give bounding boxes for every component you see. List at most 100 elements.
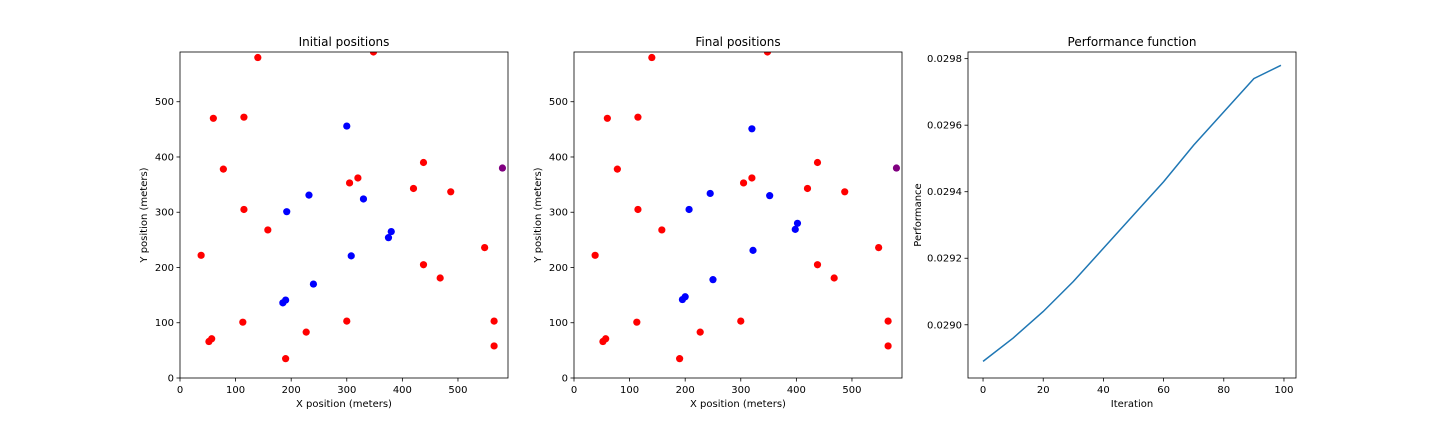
point-s1-5 (219, 165, 227, 173)
x-tick-label: 200 (676, 385, 695, 396)
point-s1-4 (634, 113, 642, 121)
point-s3-1 (498, 164, 507, 172)
x-tick-label: 0 (980, 385, 986, 396)
point-s1-13 (591, 251, 599, 259)
point-s1-9 (803, 184, 812, 193)
point-s2-4 (283, 208, 291, 216)
plot-area (197, 52, 507, 363)
point-s1-24 (676, 355, 684, 363)
chart-3: 0 20 40 60 80 100 0.0290 0.0292 0.0294 0.0296 0.02… (913, 35, 1297, 410)
point-s1-7 (354, 174, 362, 182)
point-s2-10 (678, 295, 687, 304)
chart-2: 0 100 200 300 400 500 0 100 200 300 400 500 Final po… (533, 35, 903, 410)
point-s1-19 (490, 317, 498, 325)
y-tick-label: 0 (562, 374, 568, 385)
point-s2-6 (791, 225, 799, 233)
axes-frame (967, 51, 1297, 379)
y-tick-label: 100 (549, 318, 568, 329)
point-s1-22 (599, 337, 607, 346)
point-s1-8 (345, 179, 354, 187)
y-tick-label: 0.0298 (927, 54, 962, 65)
point-s2-6 (384, 234, 393, 242)
point-s1-23 (490, 342, 498, 350)
y-tick-label: 100 (155, 318, 174, 329)
point-s2-1 (343, 122, 351, 130)
y-tick-label: 300 (155, 208, 174, 219)
x-axis-label: X position (meters) (690, 399, 786, 410)
point-s1-11 (634, 205, 642, 214)
point-s2-10 (279, 299, 287, 307)
point-s1-24 (282, 355, 290, 363)
y-tick-label: 500 (549, 97, 568, 108)
y-tick-label: 0 (168, 374, 174, 385)
point-s1-14 (481, 244, 489, 252)
point-s2-7 (347, 252, 355, 260)
point-s2-7 (749, 246, 757, 254)
x-axis-label: Iteration (1111, 399, 1153, 410)
x-tick-label: 100 (620, 385, 639, 396)
point-s1-14 (875, 244, 883, 252)
axes-frame (573, 51, 903, 379)
point-s1-16 (436, 274, 444, 282)
point-s1-18 (737, 317, 745, 325)
point-s1-18 (343, 317, 351, 325)
y-tick-label: 200 (155, 263, 174, 274)
plot-area (982, 64, 1282, 362)
point-s1-19 (884, 317, 892, 325)
chart-1: 0 100 200 300 400 500 0 100 200 300 400 500 Initial … (139, 35, 509, 410)
point-s1-22 (205, 337, 213, 346)
x-tick-label: 20 (1037, 385, 1050, 396)
point-s1-5 (613, 165, 621, 173)
point-s1-2 (369, 52, 378, 56)
y-axis-label: Y position (meters) (533, 167, 544, 263)
point-s1-1 (254, 53, 262, 62)
x-tick-label: 400 (787, 385, 806, 396)
x-tick-label: 40 (1097, 385, 1110, 396)
point-s1-12 (658, 226, 666, 234)
x-tick-label: 200 (282, 385, 301, 396)
point-s1-15 (813, 261, 822, 269)
x-tick-label: 100 (1274, 385, 1293, 396)
y-tick-label: 0.0290 (927, 320, 962, 331)
point-s1-20 (696, 328, 704, 336)
x-tick-label: 0 (177, 385, 183, 396)
point-s1-16 (830, 274, 838, 282)
x-tick-label: 300 (731, 385, 750, 396)
point-s2-5 (387, 227, 395, 236)
point-s1-8 (739, 179, 748, 187)
point-s1-17 (239, 318, 247, 326)
y-tick-label: 400 (549, 152, 568, 163)
point-s1-13 (197, 251, 205, 259)
point-s1-15 (419, 261, 428, 269)
chart-title: Performance function (1068, 35, 1197, 49)
x-tick-label: 60 (1157, 385, 1170, 396)
plot-area (591, 52, 901, 363)
point-s1-17 (633, 318, 641, 326)
point-s1-7 (748, 174, 756, 182)
point-s2-8 (709, 276, 717, 284)
point-s1-1 (648, 53, 656, 62)
point-s2-5 (793, 219, 802, 227)
point-s1-23 (884, 342, 892, 350)
x-tick-label: 300 (337, 385, 356, 396)
y-tick-label: 0.0296 (927, 121, 962, 132)
point-s2-4 (685, 205, 693, 214)
point-s1-10 (447, 188, 455, 196)
x-axis-label: X position (meters) (296, 399, 392, 410)
point-s1-9 (409, 184, 418, 193)
point-s1-12 (264, 226, 272, 234)
point-s1-6 (419, 158, 428, 167)
y-tick-label: 0.0292 (927, 254, 962, 265)
x-tick-label: 500 (448, 385, 467, 396)
y-tick-label: 300 (549, 208, 568, 219)
chart-title: Final positions (695, 35, 780, 49)
point-s1-20 (302, 328, 310, 336)
y-tick-label: 0.0294 (927, 187, 962, 198)
x-tick-label: 0 (571, 385, 577, 396)
point-s1-2 (763, 52, 772, 56)
point-s2-8 (309, 280, 318, 288)
point-s3-1 (892, 164, 901, 172)
y-axis-label: Y position (meters) (139, 167, 150, 263)
x-tick-label: 500 (842, 385, 861, 396)
